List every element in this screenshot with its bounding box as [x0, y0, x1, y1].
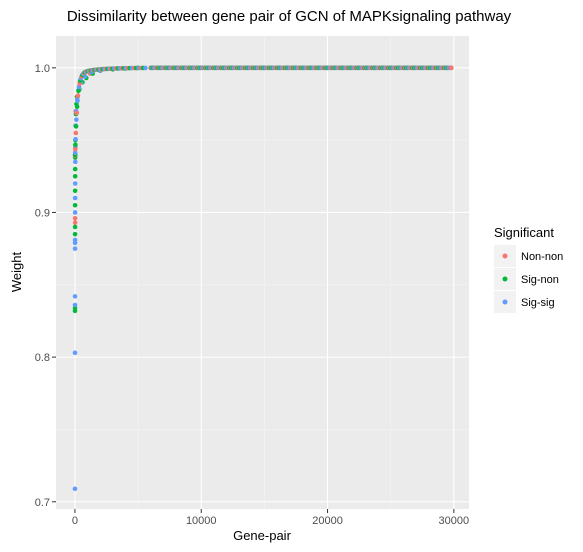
data-point-rise: [76, 84, 82, 90]
x-tick-label: 0: [72, 515, 78, 527]
y-tick-label: 0.9: [35, 207, 50, 219]
data-point-rise: [72, 147, 78, 152]
data-points: [72, 65, 454, 492]
legend-label: Sig-non: [521, 274, 559, 286]
data-point-sig-sig: [72, 195, 78, 201]
data-point-sig-non: [72, 202, 78, 208]
data-point-sig-sig: [72, 294, 78, 299]
data-point-rise: [73, 130, 79, 136]
data-point-plateau: [449, 65, 454, 71]
data-point-rise: [74, 117, 79, 122]
legend-title: Significant: [494, 225, 554, 240]
data-point-rise: [76, 88, 81, 94]
x-axis: 0 10000 20000 30000: [72, 509, 469, 527]
data-point-rise: [72, 150, 78, 156]
data-point-rise: [74, 104, 80, 110]
y-tick-label: 0.7: [35, 497, 50, 509]
data-point-rise: [143, 65, 148, 71]
data-point-sig-sig: [72, 350, 78, 356]
legend-marker: [502, 299, 508, 305]
data-point-non-non: [72, 220, 78, 225]
chart-title: Dissimilarity between gene pair of GCN o…: [67, 8, 512, 25]
data-point-sig-sig: [72, 210, 78, 215]
legend-marker: [502, 253, 508, 259]
y-tick-label: 1.0: [35, 63, 50, 75]
data-point-sig-sig: [72, 181, 78, 186]
data-point-rise: [74, 110, 80, 116]
data-point-rise: [73, 142, 78, 147]
y-axis-title: Weight: [9, 252, 24, 293]
x-tick-label: 20000: [312, 515, 343, 527]
x-tick-label: 10000: [186, 515, 217, 527]
data-point-rise: [73, 124, 79, 129]
y-tick-label: 0.8: [35, 352, 50, 364]
data-point-rise: [75, 98, 80, 104]
legend-label: Non-non: [521, 251, 563, 263]
data-point-sig-non: [72, 166, 78, 172]
legend: Significant Non-non Sig-non Sig-sig: [494, 225, 563, 313]
data-point-non-non: [72, 215, 78, 221]
x-tick-label: 30000: [439, 515, 470, 527]
data-point-rise: [75, 93, 81, 98]
data-point-sig-non: [72, 224, 78, 230]
plot-panel: [56, 36, 469, 509]
x-axis-title: Gene-pair: [233, 528, 291, 543]
data-point-sig-sig: [72, 246, 78, 251]
data-point-sig-non: [72, 188, 78, 194]
data-point-sig-non: [72, 308, 78, 314]
data-point-sig-sig: [72, 302, 78, 308]
data-point-sig-non: [72, 231, 78, 237]
data-point-sig-non: [72, 174, 78, 179]
data-point-sig-sig: [72, 486, 78, 492]
data-point-sig-sig: [73, 159, 78, 165]
legend-marker: [502, 276, 508, 282]
data-point-sig-sig: [72, 237, 78, 243]
legend-label: Sig-sig: [521, 297, 555, 309]
data-point-rise: [73, 136, 78, 142]
y-axis: 0.7 0.8 0.9 1.0: [35, 63, 56, 509]
